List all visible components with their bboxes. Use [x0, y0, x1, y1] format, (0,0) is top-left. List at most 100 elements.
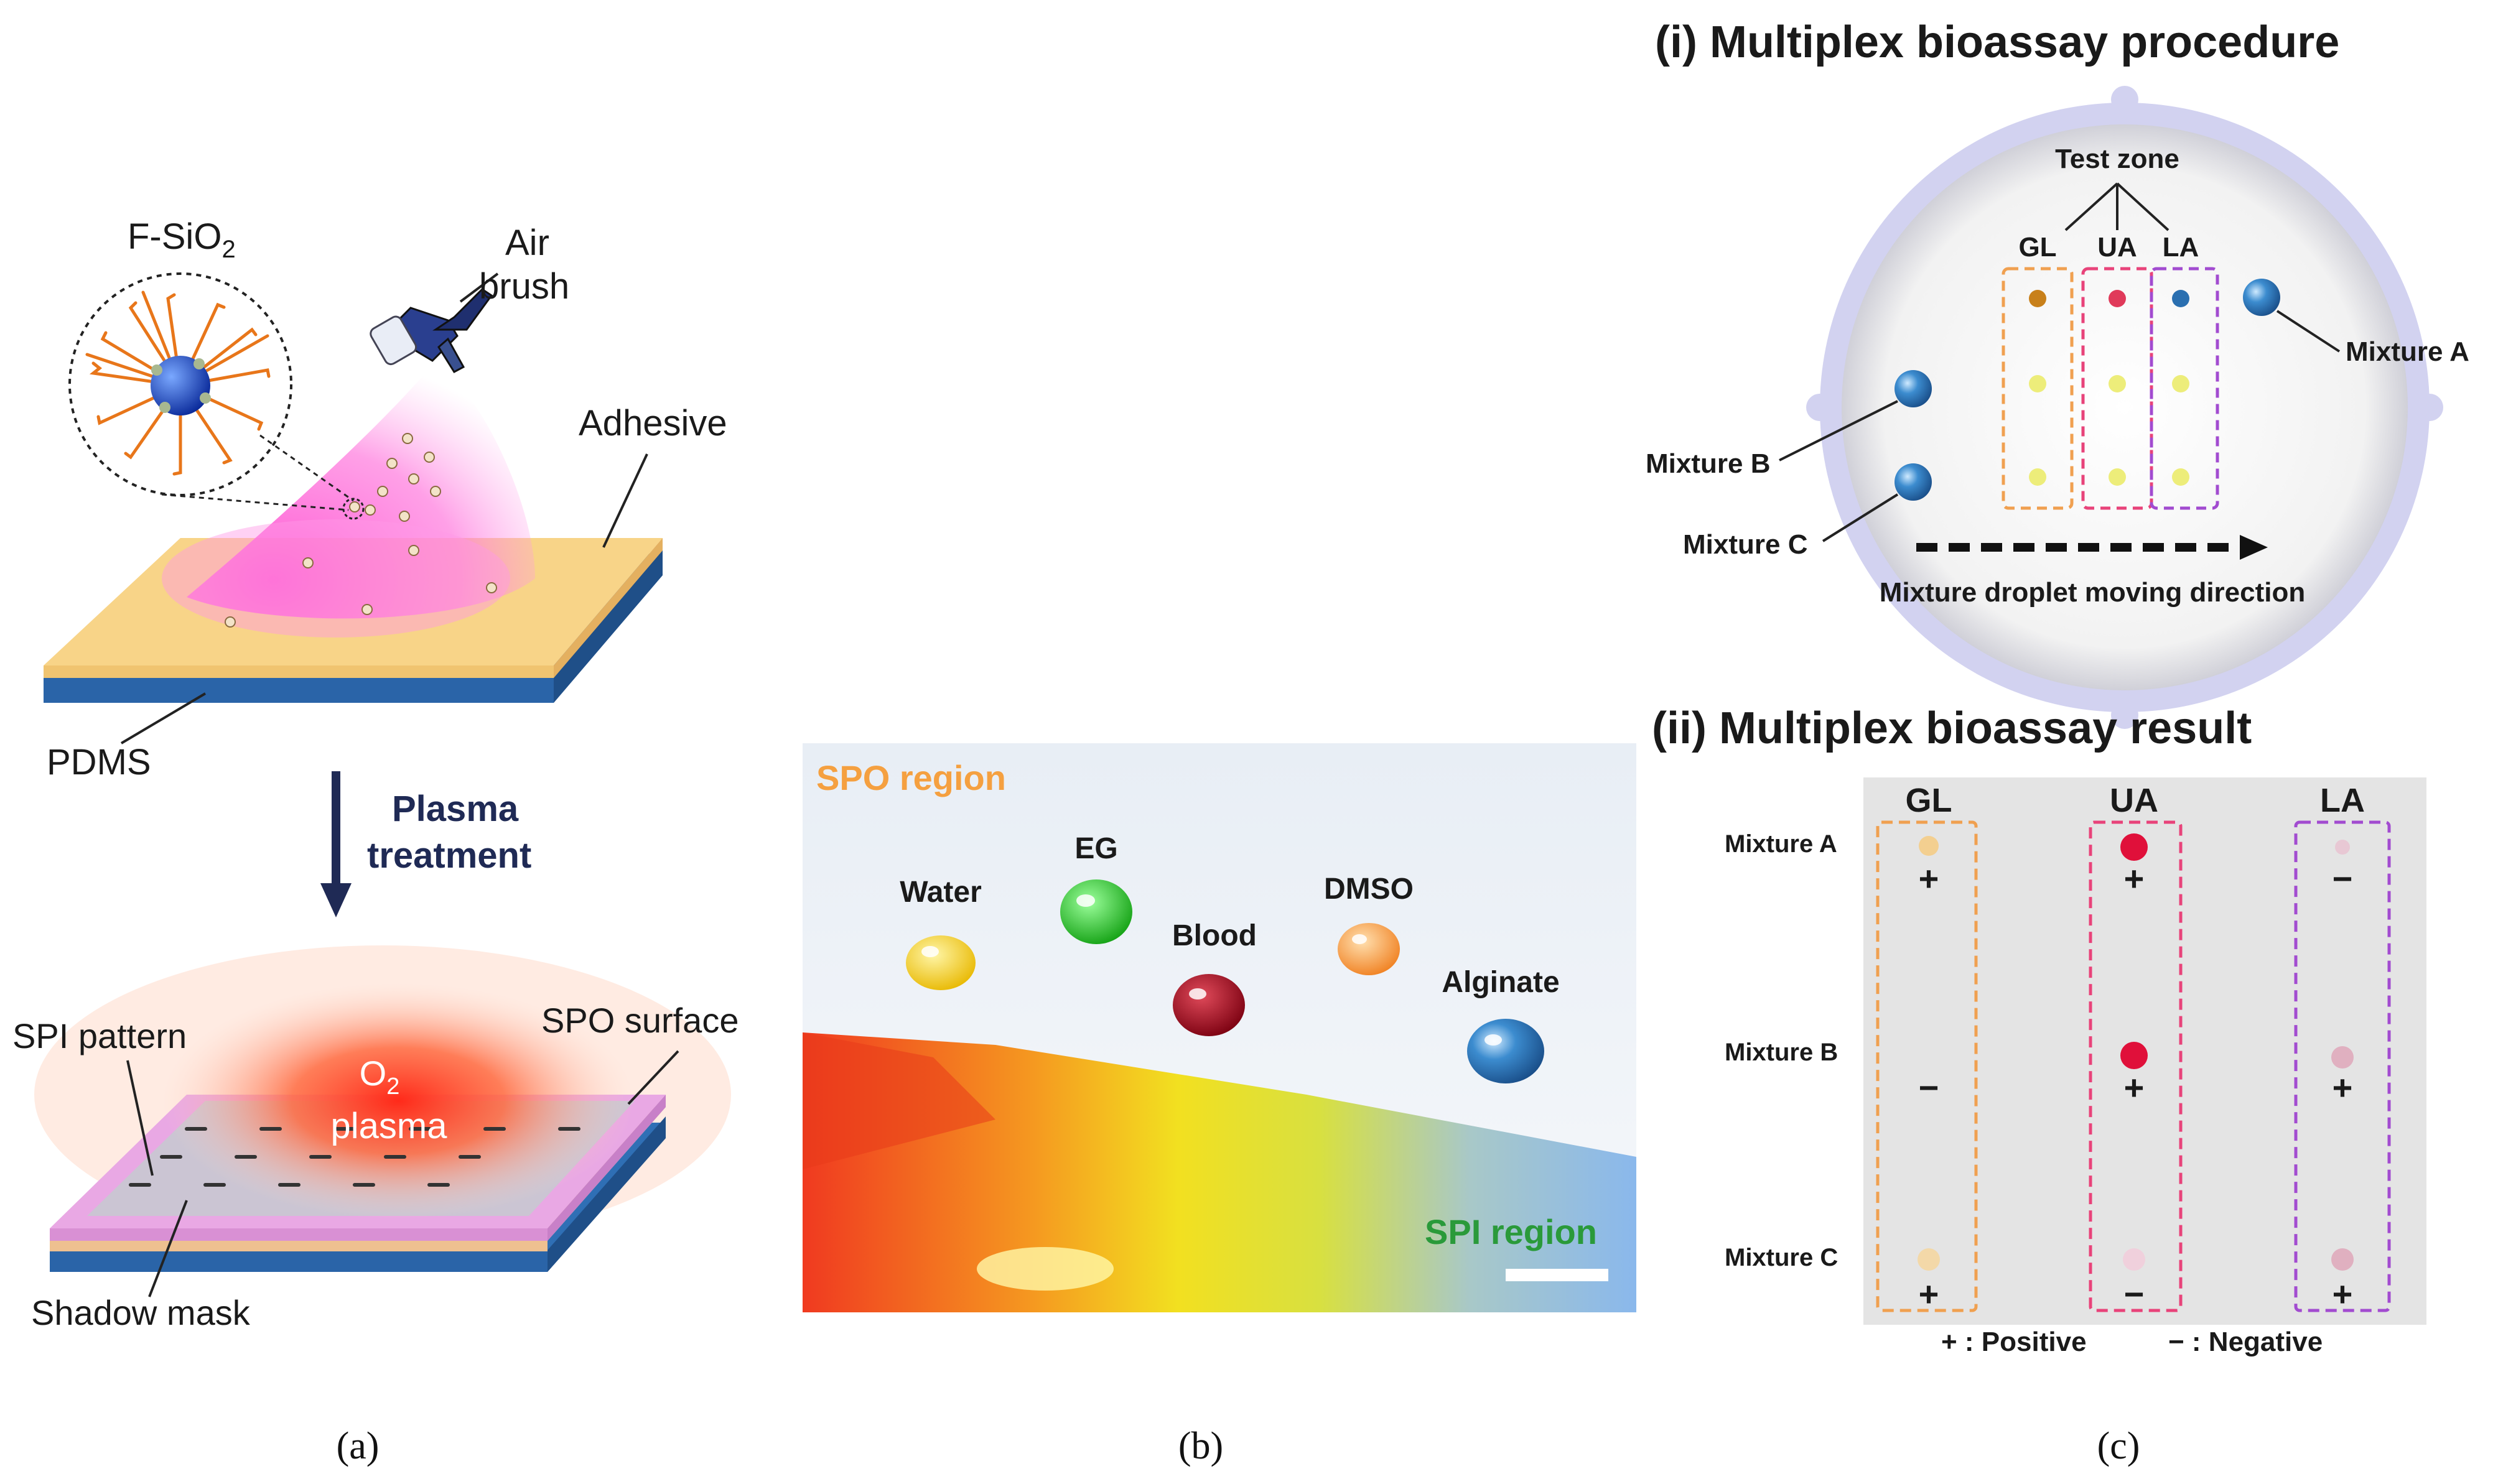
result-row-a: Mixture A	[1725, 830, 1837, 858]
adhesive-leader	[602, 453, 648, 548]
alginate-droplet	[1467, 1019, 1544, 1083]
spi-pattern-leader	[126, 1060, 154, 1176]
shadow-mask-label: Shadow mask	[31, 1293, 251, 1332]
fsio2-particle	[85, 290, 271, 476]
spray-halo	[162, 519, 510, 638]
adhesive-side-right	[554, 538, 663, 678]
sign-a-gl: +	[1919, 859, 1939, 898]
result-row-b: Mixture B	[1725, 1039, 1838, 1066]
zone-label-la: LA	[2163, 232, 2199, 262]
direction-arrow-head	[2240, 535, 2268, 560]
spray-cone	[187, 361, 535, 619]
test-zone-line-la	[2116, 182, 2169, 231]
caption-c: (c)	[2097, 1425, 2140, 1467]
plasma-word: plasma	[331, 1106, 448, 1146]
result-box-gl	[1876, 820, 1978, 1312]
spi-pattern-label: SPI pattern	[12, 1016, 187, 1055]
disc-notch-left	[1806, 394, 1834, 421]
rainbow-shade	[803, 1032, 995, 1169]
droplet-label-alginate: Alginate	[1442, 966, 1559, 999]
disc-notch-right	[2416, 394, 2443, 421]
zone-dots	[2029, 290, 2189, 486]
dmso-droplet	[1338, 923, 1400, 975]
adhesive-label: Adhesive	[579, 403, 727, 443]
mixture-b-droplet	[1894, 370, 1932, 407]
test-zone-line-gl	[2064, 182, 2118, 231]
zoom-target	[342, 498, 365, 520]
mixture-a-droplet	[2243, 279, 2280, 316]
droplet-label-blood: Blood	[1172, 919, 1257, 952]
sign-c-ua: −	[2124, 1274, 2145, 1314]
pdms-label: PDMS	[47, 742, 151, 782]
panel-c: (i) Multiplex bioassay procedure Test zo…	[1646, 17, 2469, 1467]
sign-b-la: +	[2333, 1068, 2353, 1107]
mixture-a-leader	[2276, 310, 2341, 353]
zone-box-la	[2150, 267, 2219, 510]
plasma-arrow-head	[320, 883, 352, 917]
result-col-gl: GL	[1906, 782, 1952, 819]
disc-notch-top	[2111, 86, 2138, 113]
caption-b: (b)	[1178, 1425, 1223, 1467]
droplet-highlights	[921, 894, 1502, 1046]
plasma-label-2: treatment	[367, 835, 531, 876]
rainbow-region	[803, 1032, 1636, 1312]
droplet-label-water: Water	[900, 876, 982, 909]
bottom-pdms-right	[548, 1116, 666, 1272]
yellow-highlight	[977, 1247, 1114, 1291]
test-zone-label: Test zone	[2055, 144, 2179, 174]
blood-droplet	[1173, 974, 1245, 1036]
droplet-label-eg: EG	[1074, 832, 1117, 865]
bottom-spo-right	[548, 1095, 666, 1241]
zone-box-ua	[2081, 267, 2153, 510]
spray-particles	[225, 433, 497, 628]
pdms-leader	[120, 692, 207, 744]
zone-box-gl	[2002, 267, 2074, 510]
adhesive-side-front	[44, 665, 554, 678]
zoom-line-1	[161, 493, 349, 511]
airbrush-label-2: brush	[479, 266, 569, 307]
sign-b-ua: +	[2124, 1068, 2145, 1107]
panel-b: SPO region SPI region Water EG Blood DMS…	[803, 743, 1636, 1467]
mixture-c-leader	[1822, 493, 1899, 542]
caption-a: (a)	[337, 1425, 380, 1467]
bottom-adhesive-front	[50, 1241, 548, 1251]
result-col-la: LA	[2320, 782, 2365, 819]
zone-label-gl: GL	[2018, 232, 2056, 262]
airbrush-label-1: Air	[505, 223, 549, 263]
eg-droplet	[1060, 879, 1132, 944]
mixture-c-label: Mixture C	[1683, 529, 1807, 560]
zone-label-ua: UA	[2097, 232, 2137, 262]
sign-a-la: −	[2333, 859, 2353, 898]
mixture-b-label: Mixture B	[1646, 448, 1770, 479]
spo-surface-label: SPO surface	[541, 1001, 739, 1040]
sign-b-gl: −	[1919, 1068, 1939, 1107]
result-box-ua	[2089, 820, 2183, 1312]
water-droplet	[906, 935, 976, 990]
legend-negative: − : Negative	[2168, 1327, 2323, 1357]
result-spots	[1918, 833, 2354, 1271]
pdms-side-front	[44, 675, 554, 703]
spi-pattern-dashes	[129, 1127, 580, 1187]
scale-bar	[1506, 1269, 1608, 1281]
legend-positive: + : Positive	[1941, 1327, 2087, 1357]
spo-region-label: SPO region	[816, 758, 1006, 797]
disc-notch-bottom	[2111, 702, 2138, 729]
result-row-c: Mixture C	[1725, 1244, 1838, 1271]
sign-a-ua: +	[2124, 859, 2145, 898]
airbrush-icon	[370, 272, 499, 373]
bottom-spo-front	[50, 1228, 548, 1241]
shadow-mask-leader	[148, 1200, 188, 1297]
title-i: (i) Multiplex bioassay procedure	[1655, 17, 2339, 67]
sign-c-la: +	[2333, 1274, 2353, 1314]
zoom-line-2	[259, 434, 354, 502]
title-ii: (ii) Multiplex bioassay result	[1652, 703, 2252, 753]
o2-plasma-glow	[162, 983, 635, 1219]
bottom-pdms-front	[50, 1250, 548, 1272]
o2-label: O2	[360, 1054, 400, 1100]
spi-region-label: SPI region	[1425, 1212, 1597, 1251]
mixture-b-leader	[1779, 400, 1898, 461]
spo-surface-leader	[627, 1050, 679, 1105]
mixture-a-label: Mixture A	[2346, 336, 2469, 367]
plasma-label-1: Plasma	[392, 789, 519, 829]
